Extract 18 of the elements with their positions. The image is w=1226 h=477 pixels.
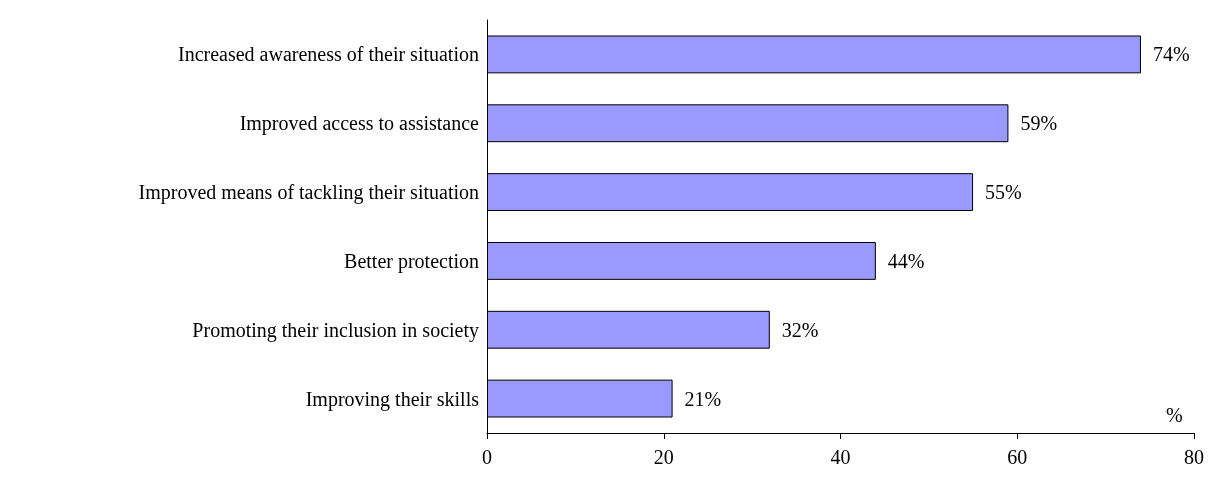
y-tick-label: Better protection [344,249,479,273]
y-tick-label: Improved means of tackling their situation [138,181,479,205]
data-label: 55% [985,181,1022,204]
data-label: 44% [887,249,925,272]
y-tick-label: Improving their skills [305,387,480,411]
x-tick-label: 40 [830,446,851,468]
x-tick-label: 20 [653,446,674,468]
y-tick-label: Promoting their inclusion in society [192,318,479,342]
x-tick-label: 80 [1184,446,1204,468]
x-tick-label: 0 [482,446,492,468]
data-label: 21% [684,387,722,410]
x-axis-title: % [1166,404,1183,426]
y-tick-label: Improved access to assistance [239,112,480,136]
data-label: 59% [1020,112,1058,135]
data-label: 32% [781,318,819,341]
data-label: 74% [1152,43,1190,66]
x-tick-label: 60 [1007,446,1028,468]
y-tick-label: Increased awareness of their situation [178,43,479,66]
